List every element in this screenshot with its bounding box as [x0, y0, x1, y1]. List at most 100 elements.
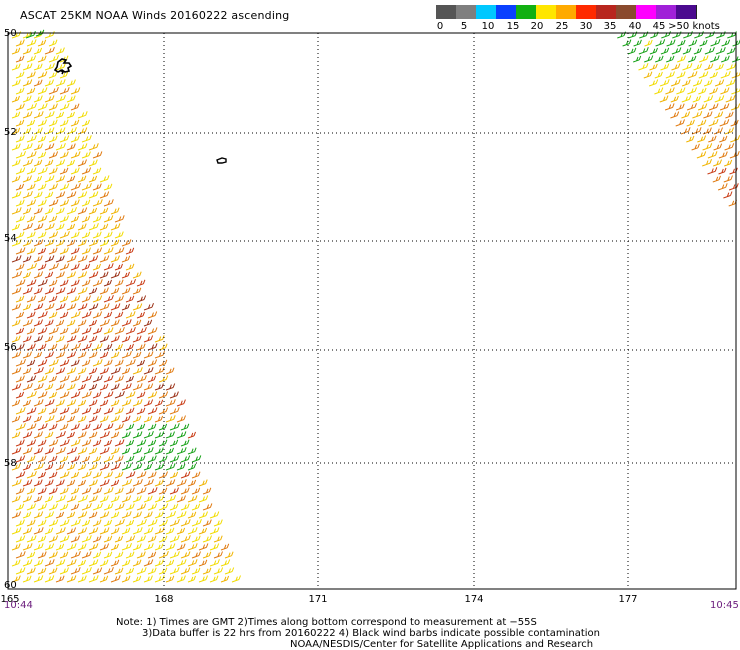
wind-barb [55, 159, 66, 167]
wind-barb [44, 175, 55, 183]
wind-barb [22, 447, 33, 455]
wind-barb [70, 151, 81, 159]
wind-barb [110, 511, 120, 519]
wind-barb [176, 431, 187, 439]
wind-barb [99, 383, 109, 391]
legend-swatch [476, 5, 497, 19]
wind-barb [22, 399, 31, 407]
wind-barb [66, 223, 76, 231]
legend-swatch [676, 5, 697, 19]
wind-barb [704, 47, 715, 55]
wind-barb [622, 39, 632, 47]
wind-barb [92, 167, 102, 175]
wind-barb [26, 167, 37, 175]
wind-barb [191, 455, 202, 463]
wind-barb [92, 215, 102, 223]
wind-barb [22, 383, 33, 391]
graticule-gridlines [8, 33, 736, 589]
wind-barb [147, 471, 157, 479]
wind-barb [143, 447, 154, 455]
wind-barb [154, 399, 164, 407]
wind-barb [88, 383, 98, 391]
wind-barb [66, 191, 77, 199]
wind-barb [154, 511, 164, 519]
wind-barb [77, 111, 88, 119]
wind-barb [723, 175, 733, 183]
wind-barb [198, 511, 208, 519]
wind-barb [103, 519, 113, 527]
wind-barb [26, 231, 36, 239]
wind-barb [37, 423, 48, 431]
wind-barb [665, 87, 675, 95]
wind-barb [713, 159, 722, 167]
wind-barb [70, 439, 81, 447]
wind-barb [132, 383, 143, 391]
wind-barb [99, 543, 110, 551]
wind-barb [136, 439, 147, 447]
wind-barb [15, 39, 25, 47]
wind-barb [110, 223, 121, 231]
wind-barb [659, 79, 670, 87]
wind-barb [187, 559, 198, 567]
wind-barb [11, 447, 22, 455]
wind-barb [55, 303, 66, 311]
wind-barb [132, 415, 142, 423]
wind-barb [44, 383, 54, 391]
wind-barb [92, 343, 103, 351]
wind-barb [702, 143, 713, 151]
wind-barb [59, 183, 70, 191]
wind-barb [77, 559, 86, 567]
wind-barb [26, 567, 36, 575]
wind-barb [110, 319, 120, 327]
wind-barb [55, 207, 65, 215]
wind-barb [81, 343, 92, 351]
wind-barb [136, 519, 147, 527]
wind-barb [103, 327, 114, 335]
wind-barb [33, 207, 43, 215]
wind-barb [213, 567, 224, 575]
wind-barb [22, 575, 32, 583]
wind-barb [33, 463, 44, 471]
wind-barb [644, 39, 653, 47]
wind-barb [633, 55, 642, 63]
wind-barb [70, 535, 80, 543]
legend-label: >50 knots [668, 21, 720, 32]
wind-barb [48, 439, 59, 447]
wind-barb [154, 479, 164, 487]
wind-barb [198, 543, 209, 551]
wind-barb [77, 527, 88, 535]
wind-barb [114, 247, 125, 255]
wind-barb [26, 215, 36, 223]
wind-barb [66, 79, 76, 87]
wind-barb [125, 359, 136, 367]
wind-barb [37, 87, 48, 95]
wind-barb [165, 543, 176, 551]
wind-barb [37, 503, 48, 511]
wind-barb [15, 471, 26, 479]
wind-barb [11, 367, 22, 375]
wind-barb [88, 447, 98, 455]
wind-barb [77, 255, 88, 263]
wind-barb [48, 119, 58, 127]
wind-barb [59, 247, 69, 255]
wind-barb [26, 247, 36, 255]
wind-barb [114, 375, 124, 383]
wind-barb [180, 567, 191, 575]
wind-barb [158, 407, 169, 415]
wind-barb [110, 383, 120, 391]
wind-barb [121, 447, 131, 455]
wind-barb [99, 335, 109, 343]
wind-barb [55, 543, 65, 551]
wind-barb [147, 487, 158, 495]
wind-barb [715, 63, 724, 71]
wind-barb [81, 455, 90, 463]
wind-barb [37, 103, 48, 111]
wind-barb [682, 63, 693, 71]
wind-barb [33, 575, 44, 583]
wind-barb [22, 367, 32, 375]
wind-barb [110, 239, 120, 247]
wind-barb [81, 135, 92, 143]
wind-barb [77, 431, 87, 439]
wind-barb [81, 439, 92, 447]
wind-barb [136, 375, 147, 383]
